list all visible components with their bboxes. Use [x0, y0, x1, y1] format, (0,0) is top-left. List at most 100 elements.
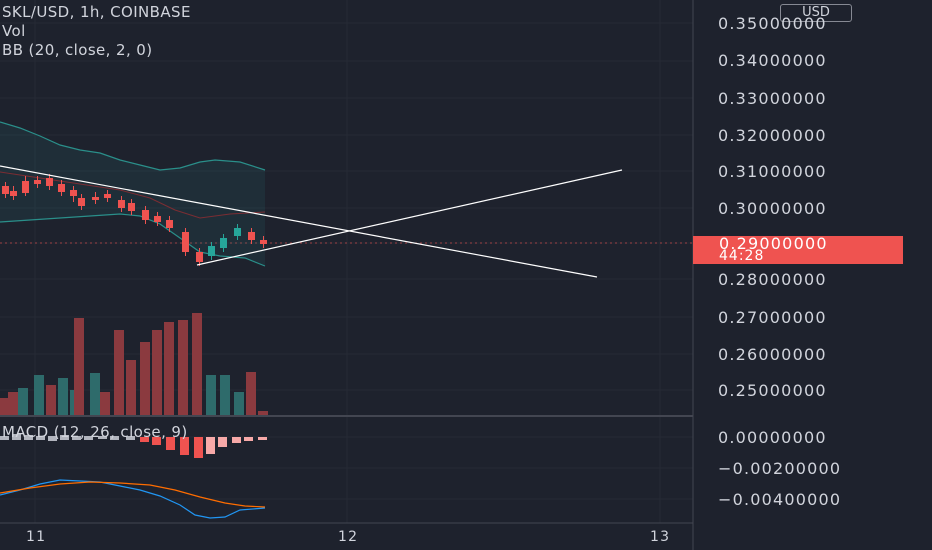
volume-bar [34, 375, 44, 415]
volume-bar [0, 398, 10, 415]
candle-body [92, 197, 99, 200]
bb-upper-band [0, 121, 266, 171]
macd-pane [0, 434, 267, 519]
symbol-legend[interactable]: SKL/USD, 1h, COINBASE [2, 3, 191, 21]
trend-lines[interactable] [0, 165, 623, 278]
candle-body [2, 186, 9, 194]
trend-line-lower [196, 169, 623, 266]
price-tick: 0.27000000 [718, 308, 827, 327]
macd-histogram-bar [152, 437, 161, 445]
macd-legend[interactable]: MACD (12, 26, close, 9) [2, 423, 188, 441]
macd-histogram-bar [232, 437, 241, 443]
bb-fill [0, 122, 265, 266]
volume-bar [100, 392, 110, 415]
bar-countdown: 44:28 [719, 248, 765, 264]
candle-body [234, 228, 241, 236]
price-tick: 0.34000000 [718, 51, 827, 70]
volume-bar [46, 385, 56, 415]
bollinger-legend[interactable]: BB (20, close, 2, 0) [2, 41, 153, 59]
candle-body [208, 246, 215, 256]
bb-lower-band [0, 213, 266, 267]
currency-button[interactable]: USD [780, 4, 852, 22]
time-tick: 12 [338, 529, 359, 545]
volume-bar [178, 320, 188, 415]
macd-histogram-bar [98, 436, 107, 439]
price-tick: 0.31000000 [718, 162, 827, 181]
macd-histogram-bar [206, 437, 215, 454]
volume-bar [152, 330, 162, 415]
time-tick: 11 [26, 529, 47, 545]
volume-bar [164, 322, 174, 415]
candle-body [46, 178, 53, 186]
price-tick: 0.30000000 [718, 199, 827, 218]
candle-body [248, 232, 255, 240]
macd-histogram-bar [194, 437, 203, 458]
candle-body [34, 180, 41, 184]
candlesticks [2, 174, 267, 266]
price-tick: 0.26000000 [718, 345, 827, 364]
last-price-value: 0.29000000 [719, 234, 828, 253]
candle-body [182, 232, 189, 252]
chart-grid [0, 0, 693, 523]
macd-histogram-bar [12, 434, 21, 440]
price-tick: 0.35000000 [718, 14, 827, 33]
macd-histogram-bar [60, 435, 69, 440]
macd-tick: −0.00200000 [718, 459, 842, 478]
trend-line-upper [0, 165, 598, 278]
volume-bars [0, 313, 268, 415]
volume-bar [90, 373, 100, 415]
volume-bar [126, 360, 136, 415]
macd-histogram-bar [72, 436, 81, 440]
macd-tick: 0.00000000 [718, 428, 827, 447]
volume-bar [8, 392, 18, 415]
macd-histogram-bar [166, 437, 175, 450]
macd-tick: −0.00400000 [718, 490, 842, 509]
price-tick: 0.33000000 [718, 89, 827, 108]
macd-histogram-bar [36, 436, 45, 440]
volume-bar [234, 392, 244, 415]
price-tick: 0.25000000 [718, 381, 827, 400]
volume-legend[interactable]: Vol [2, 22, 26, 40]
volume-bar [18, 388, 28, 415]
volume-bar [258, 411, 268, 415]
macd-histogram-bar [218, 437, 227, 447]
signal-line [0, 481, 266, 508]
macd-histogram-bar [48, 436, 57, 441]
macd-histogram-bar [258, 437, 267, 440]
macd-histogram-bar [244, 437, 253, 441]
last-price-label: 0.29000000 44:28 [693, 236, 903, 264]
macd-line [0, 479, 266, 519]
bollinger-bands [0, 121, 266, 267]
candle-body [128, 203, 135, 211]
candle-body [196, 252, 203, 262]
macd-histogram-bar [84, 436, 93, 440]
bb-basis [0, 171, 266, 219]
volume-bar [74, 318, 84, 415]
macd-histogram-bar [126, 436, 135, 440]
price-tick: 0.28000000 [718, 270, 827, 289]
macd-histogram-bar [24, 435, 33, 440]
candle-body [142, 210, 149, 220]
time-tick: 13 [650, 529, 671, 545]
volume-bar [206, 375, 216, 415]
candle-body [70, 190, 77, 196]
volume-bar [140, 342, 150, 415]
candle-body [154, 216, 161, 222]
candle-body [104, 194, 111, 198]
volume-bar [246, 372, 256, 415]
candle-body [220, 238, 227, 248]
candle-body [78, 198, 85, 206]
candle-body [118, 200, 125, 208]
macd-histogram-bar [0, 436, 9, 440]
candle-body [260, 240, 267, 244]
macd-histogram-bar [140, 437, 149, 442]
volume-bar [58, 378, 68, 415]
candle-body [22, 181, 29, 193]
candle-body [10, 191, 17, 196]
candle-body [166, 220, 173, 228]
macd-histogram-bar [180, 437, 189, 455]
volume-bar [192, 313, 202, 415]
price-tick: 0.32000000 [718, 126, 827, 145]
volume-bar [114, 330, 124, 415]
